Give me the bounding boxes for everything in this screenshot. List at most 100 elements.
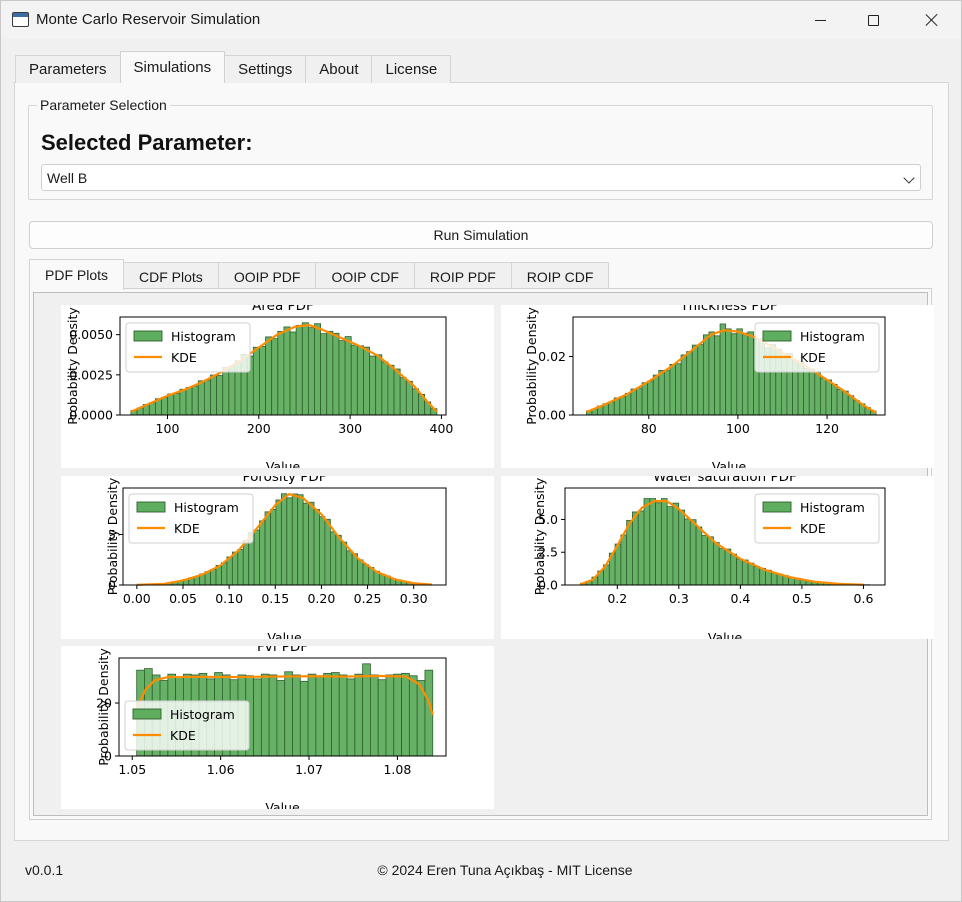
x-tick-label: 1.07 <box>295 762 323 777</box>
y-tick-label: 2.5 <box>538 545 558 560</box>
histogram-bar <box>680 354 688 416</box>
maximize-button[interactable] <box>850 1 896 39</box>
histogram-bar <box>655 502 662 586</box>
axes-frame <box>572 316 886 416</box>
tab-cdf-plots[interactable]: CDF Plots <box>123 262 219 290</box>
close-icon <box>925 13 939 27</box>
x-tick-label: 0.2 <box>607 591 627 606</box>
parameter-selection-title: Parameter Selection <box>37 97 170 113</box>
close-button[interactable] <box>909 1 955 39</box>
histogram-bar <box>666 506 674 586</box>
x-tick-label: 0.5 <box>792 591 812 606</box>
x-tick-label: 0.00 <box>123 591 151 606</box>
x-axis-label: Value <box>267 630 302 639</box>
title-bar[interactable]: Monte Carlo Reservoir Simulation <box>1 1 961 39</box>
x-tick-label: 0.30 <box>400 591 428 606</box>
tab-settings[interactable]: Settings <box>224 55 307 83</box>
y-tick-label: 20 <box>96 696 112 711</box>
tab-parameters[interactable]: Parameters <box>15 55 121 83</box>
legend-swatch-histogram <box>762 501 792 513</box>
thickness-pdf-chart: Thickness PDF 80 100 120 0.00 0.02 Value Probab… <box>501 305 934 468</box>
tab-roip-cdf[interactable]: ROIP CDF <box>510 262 610 290</box>
histogram-bar <box>191 385 199 416</box>
x-tick-label: 0.4 <box>730 591 750 606</box>
legend-label-histogram: Histogram <box>800 500 865 515</box>
histogram-bar <box>362 663 371 757</box>
parameter-dropdown[interactable]: Well B <box>41 164 921 191</box>
histogram-bar <box>284 671 293 757</box>
histogram-bar <box>719 323 727 416</box>
y-tick-label: 0.0050 <box>69 327 113 342</box>
histogram-bar <box>370 674 379 757</box>
chart-svg: Water saturation PDF 0.2 0.3 0.4 0.5 0.6 0.0 2.… <box>532 476 886 639</box>
y-tick-label: 0.02 <box>538 349 566 364</box>
area-pdf-chart: Area PDF 100 200 300 400 0.0000 0.0025 0.0050 Va… <box>61 305 494 468</box>
histogram-bar <box>252 346 260 416</box>
histogram-bar <box>275 499 282 586</box>
tab-pdf-plots[interactable]: PDF Plots <box>29 259 125 290</box>
tab-about[interactable]: About <box>305 55 373 83</box>
histogram-bar <box>299 680 309 757</box>
y-axis-label: Probability Density <box>524 307 539 425</box>
chart-legend: Histogram KDE <box>124 700 250 751</box>
legend-swatch-histogram <box>132 708 162 720</box>
tab-ooip-cdf[interactable]: OOIP CDF <box>315 262 415 290</box>
simulations-panel: Parameter Selection Selected Parameter: … <box>14 82 949 841</box>
histogram-bar <box>714 335 721 416</box>
legend-swatch-histogram <box>762 330 792 342</box>
histogram-bar <box>253 678 262 757</box>
x-axis-label: Value <box>266 459 301 468</box>
x-axis-label: Value <box>708 630 743 639</box>
tab-ooip-pdf[interactable]: OOIP PDF <box>217 262 317 290</box>
histogram-bar <box>315 675 325 757</box>
histogram-bar <box>808 368 816 416</box>
y-tick-label: 5.0 <box>538 512 558 527</box>
histogram-bar <box>647 380 654 416</box>
histogram-bar <box>718 548 726 586</box>
minimize-button[interactable] <box>797 1 843 39</box>
histogram-bar <box>393 368 401 416</box>
histogram-bar <box>620 534 628 586</box>
histogram-bar <box>636 387 643 416</box>
legend-label-kde: KDE <box>174 521 200 536</box>
histogram-bar <box>803 368 810 416</box>
histogram-bar <box>203 379 211 416</box>
histogram-bar <box>216 375 224 416</box>
histogram-bar <box>825 379 832 416</box>
histogram-bar <box>268 674 278 757</box>
histogram-bar <box>331 672 340 757</box>
app-window-icon <box>12 12 29 27</box>
histogram-bar <box>393 673 402 757</box>
histogram-bar <box>753 566 761 586</box>
tab-roip-pdf[interactable]: ROIP PDF <box>413 262 512 290</box>
histogram-bar <box>289 331 297 416</box>
histogram-bar <box>385 674 395 757</box>
main-tab-bar: Parameters Simulations Settings About Li… <box>15 51 452 83</box>
histogram-bar <box>701 535 709 586</box>
histogram-bar <box>332 332 340 416</box>
histogram-bar <box>185 387 193 416</box>
histogram-bar <box>770 572 778 586</box>
histogram-bar <box>242 540 250 586</box>
y-tick-label: 0.00 <box>538 408 566 423</box>
run-simulation-button[interactable]: Run Simulation <box>29 221 933 249</box>
histogram-bar <box>408 675 418 757</box>
histogram-bar <box>619 396 626 416</box>
histogram-bar <box>307 327 315 416</box>
histogram-bar <box>362 564 369 586</box>
tab-license[interactable]: License <box>371 55 452 83</box>
histogram-bar <box>405 380 413 416</box>
chart-svg: Porosity PDF 0.00 0.05 0.10 0.15 0.20 0.25 0.30… <box>105 476 447 639</box>
legend-swatch-histogram <box>136 501 166 513</box>
histogram-bar <box>329 531 337 586</box>
histogram-bar <box>658 370 665 416</box>
axes-frame <box>122 487 447 586</box>
x-tick-label: 200 <box>247 421 271 436</box>
histogram-bar <box>264 511 271 586</box>
legend-label-histogram: Histogram <box>171 329 236 344</box>
tab-simulations[interactable]: Simulations <box>119 51 226 83</box>
y-axis-label: Probability Density <box>96 648 111 766</box>
histogram-bar <box>632 511 639 586</box>
histogram-bar <box>335 534 342 586</box>
histogram-bar <box>377 679 387 757</box>
